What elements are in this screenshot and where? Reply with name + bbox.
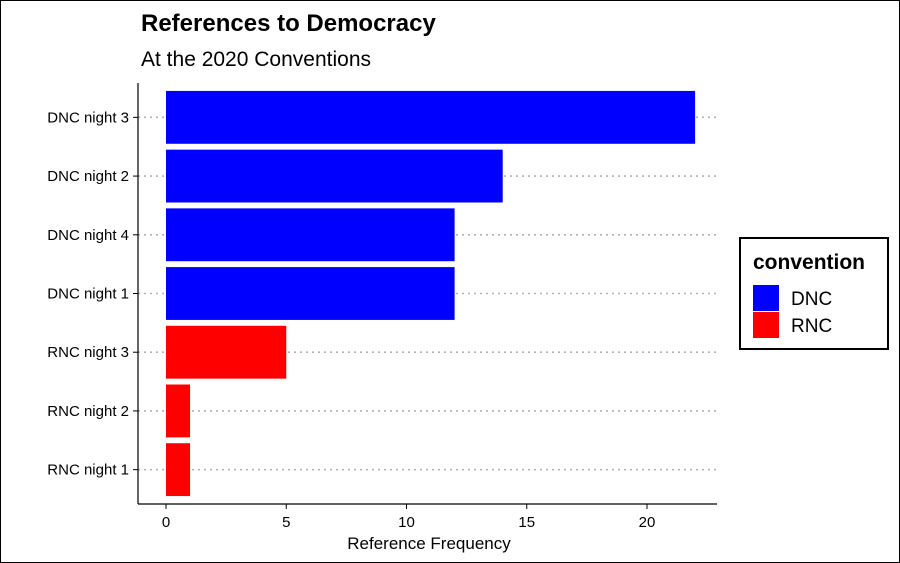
x-tick-label: 20 [639,514,656,531]
y-axis: DNC night 3 DNC night 2 DNC night 4 DNC nig… [47,83,139,504]
x-axis-label: Reference Frequency [347,534,511,553]
legend: convention DNC RNC [739,237,889,350]
legend-title: convention [753,251,865,274]
bar [166,267,455,320]
x-tick-label: 15 [518,514,535,531]
bars [166,90,696,497]
bar [166,443,191,497]
legend-label-rnc: RNC [791,316,832,337]
chart-subtitle: At the 2020 Conventions [141,48,371,71]
legend-label-dnc: DNC [791,289,832,310]
bar [166,208,455,262]
legend-swatch-dnc [753,285,779,311]
y-tick-label: DNC night 2 [47,168,129,185]
y-tick-label: RNC night 3 [47,344,129,361]
x-tick-label: 5 [282,514,290,531]
bar [166,384,191,438]
y-tick-label: DNC night 4 [47,227,129,244]
bar [166,325,287,379]
x-tick-label: 0 [162,514,170,531]
chart-title: References to Democracy [141,10,436,37]
y-tick-label: RNC night 2 [47,403,129,420]
y-tick-label: RNC night 1 [47,462,129,479]
y-tick-label: DNC night 1 [47,286,129,303]
y-tick-label: DNC night 3 [47,109,129,126]
x-tick-label: 10 [398,514,415,531]
x-axis: 0 5 10 15 20 [138,503,717,531]
bar [166,90,696,144]
legend-swatch-rnc [753,312,779,338]
bar [166,149,503,203]
